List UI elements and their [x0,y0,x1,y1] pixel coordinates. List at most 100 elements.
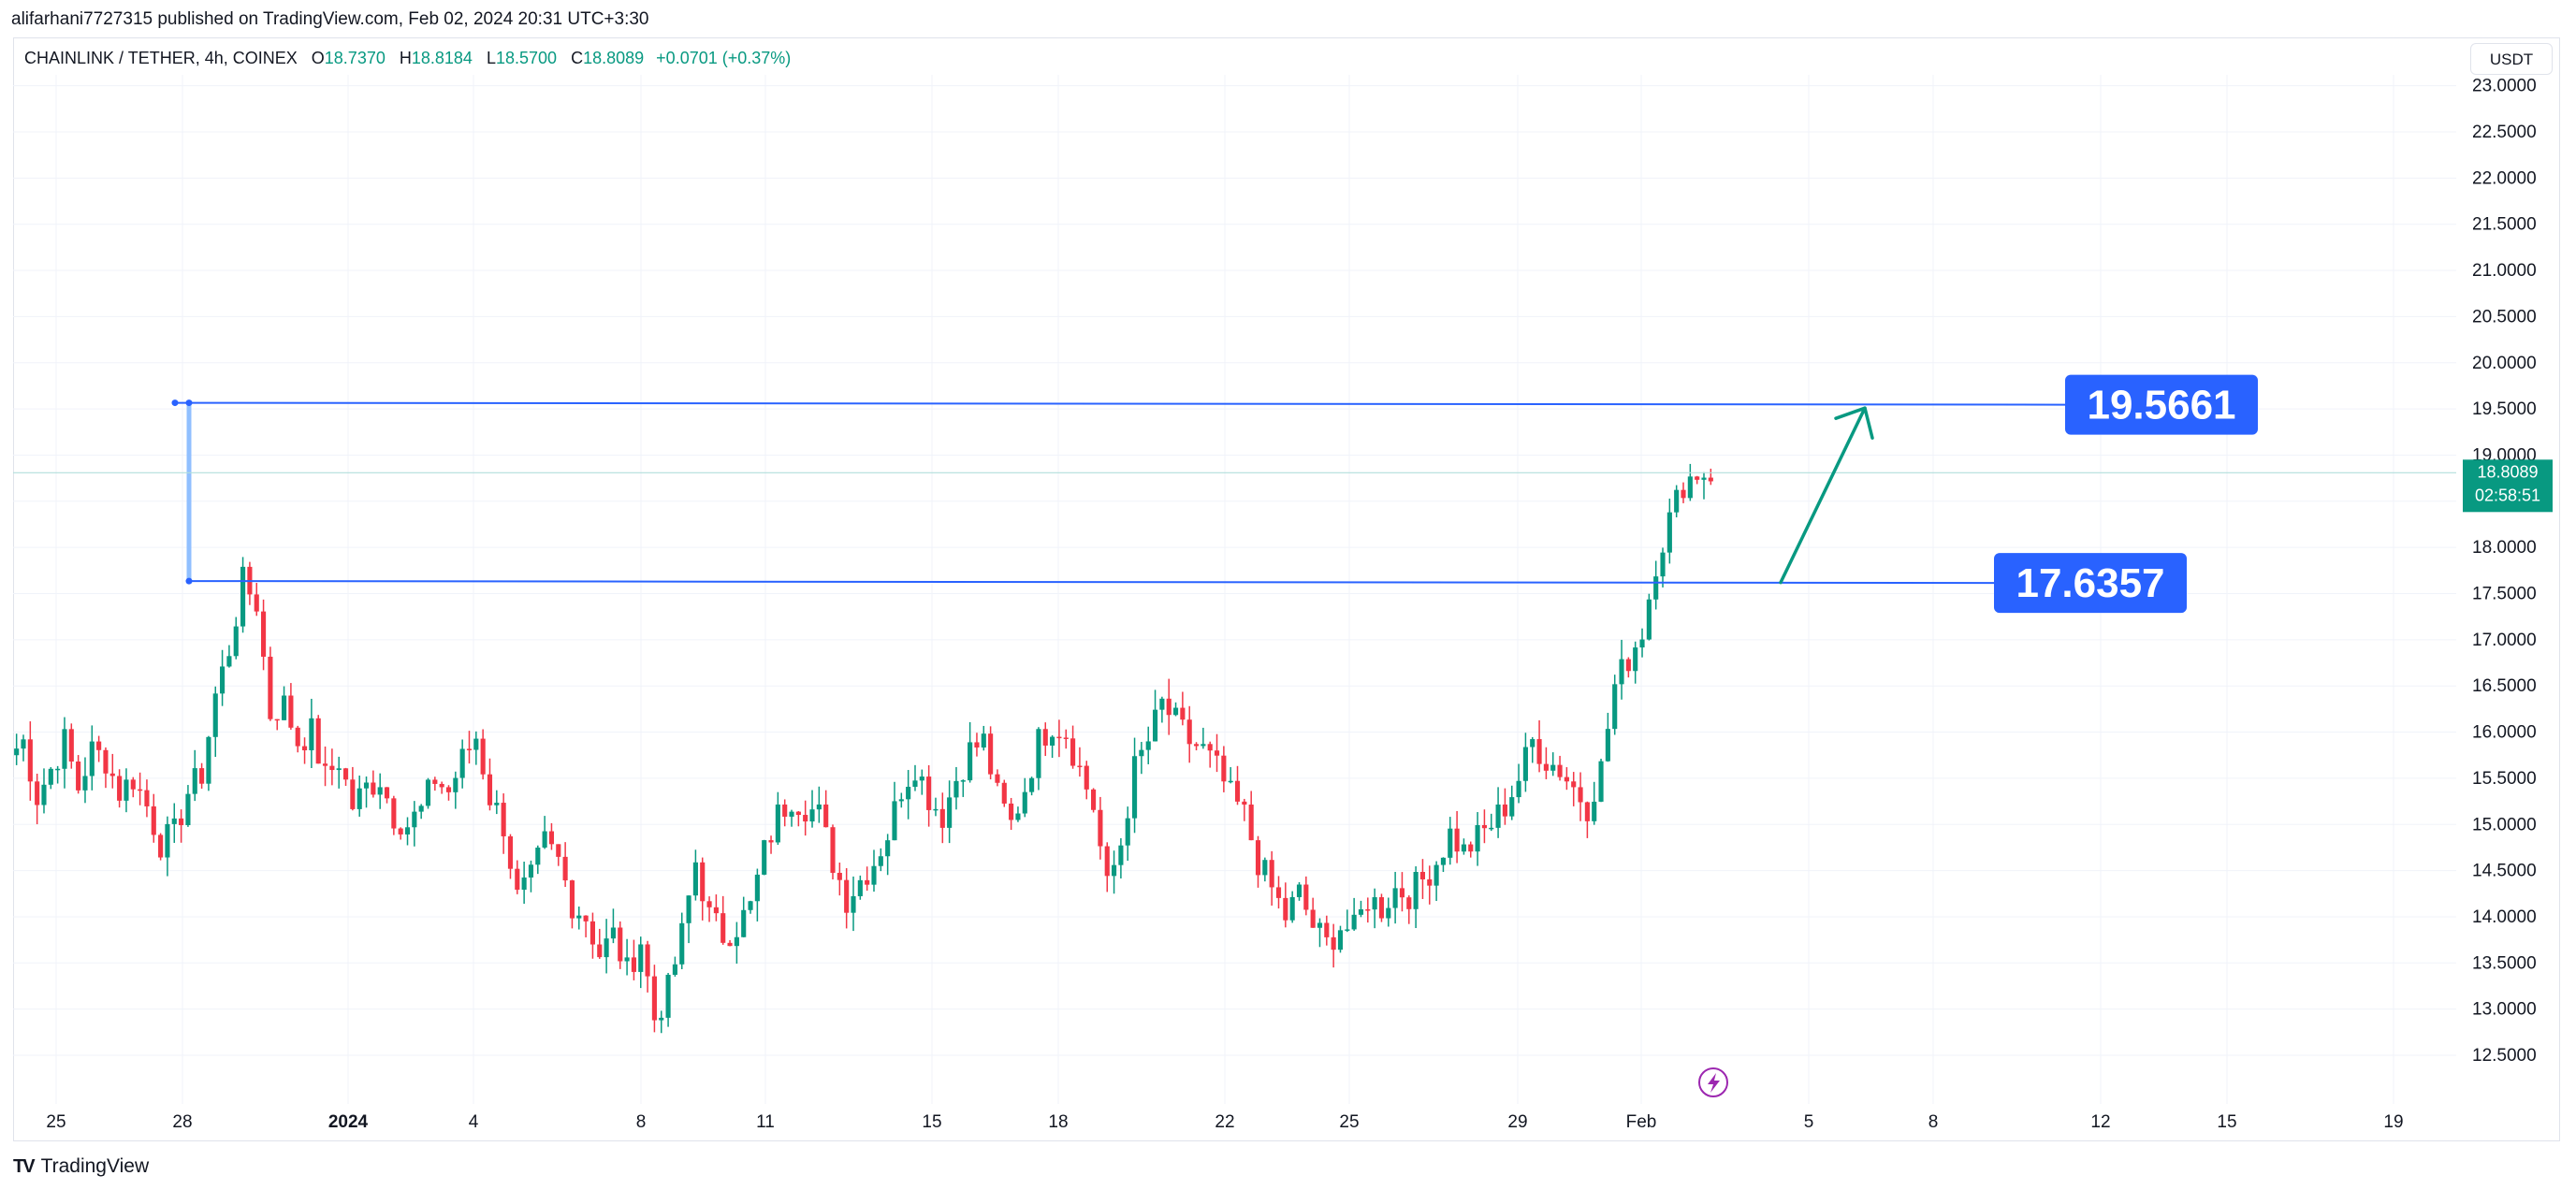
candle [1571,772,1577,806]
candle [501,793,506,854]
lightning-icon-bolt [1708,1073,1720,1093]
candle-body [803,815,808,822]
candle-body [439,783,444,788]
candle [844,868,850,929]
candle [130,776,136,798]
candle [233,617,239,660]
candle [981,725,986,751]
x-tick-label: 11 [756,1112,775,1132]
candle [830,824,836,880]
candle [789,809,794,827]
currency-button[interactable]: USDT [2470,43,2553,75]
candle-body [487,774,493,805]
candle-body [165,823,170,858]
y-tick-label: 18.0000 [2472,538,2537,558]
candle [206,735,211,791]
candle-body [329,765,335,771]
candle [865,866,870,892]
x-tick-label: 15 [922,1112,941,1132]
candle-body [1255,840,1261,876]
candle-body [1625,659,1631,672]
candle [665,972,671,1027]
candle [1584,801,1590,838]
candle [1022,777,1027,818]
candle [1262,857,1268,882]
candle [329,748,335,786]
x-tick-label: 5 [1804,1112,1814,1132]
candle-body [48,768,53,785]
candle [1317,918,1323,948]
low-value: 18.5700 [495,49,558,67]
candle [569,879,575,929]
candle-body [1139,749,1144,757]
levels: 19.5661 17.6357 [171,374,2258,614]
candle [1461,838,1466,855]
candle-body [1522,747,1528,781]
candle-body [1440,857,1447,865]
candle [1131,737,1138,834]
projection-arrow-head [1834,406,1874,440]
x-tick-label: 29 [1507,1112,1527,1132]
candle [1234,765,1241,805]
candle-body [391,798,397,829]
candle-body [844,879,850,913]
candle [775,791,780,846]
candle-body [1571,781,1577,788]
candle-body [1674,489,1680,513]
candle [1125,806,1130,862]
candle-body [240,566,246,627]
candle [350,766,356,811]
y-tick-label: 16.5000 [2472,676,2537,696]
candle-body [1584,802,1590,821]
candle [487,758,493,811]
candle [1042,722,1048,757]
candle [651,965,657,1033]
candle-body [741,909,747,937]
candle-body [1592,801,1597,821]
candle-body [528,864,534,878]
candle [1091,788,1097,813]
candle-body [974,742,980,748]
candle [1193,742,1200,751]
candle-body [631,957,636,972]
candle [521,862,527,905]
candle [1112,850,1117,894]
candle [631,939,636,980]
candle [604,919,609,974]
candle-body [453,777,458,792]
candle [1098,796,1103,860]
candle [1139,742,1144,775]
candle-body [548,831,555,845]
candle [754,868,760,922]
candle-body [1201,744,1206,747]
candle [713,894,719,922]
candle-body [857,879,863,896]
candle-body [1633,647,1638,672]
y-tick-label: 21.5000 [2472,215,2537,235]
candle-body [1275,887,1282,898]
candle [1660,547,1666,588]
candle-body [220,666,226,694]
candle-body [1324,922,1330,937]
candle-body [686,895,691,923]
candle-body [309,718,314,751]
candle-body [953,780,959,798]
candle [589,912,596,959]
candle-body [1495,804,1501,828]
y-tick-label: 20.5000 [2472,307,2537,327]
projection-arrow [1779,406,1867,585]
candle [261,599,267,671]
candle-body [1475,824,1480,852]
candle-body [1427,878,1433,886]
candle-body [1509,797,1515,817]
candle [1180,691,1186,726]
footer-brand[interactable]: TV TradingView [13,1153,149,1181]
candle-body [995,774,1000,783]
candle-body [1207,744,1213,751]
candle-body [350,779,356,809]
candle [1001,779,1007,807]
candle [1399,872,1405,912]
candle [138,772,143,805]
candle-body [912,780,918,788]
